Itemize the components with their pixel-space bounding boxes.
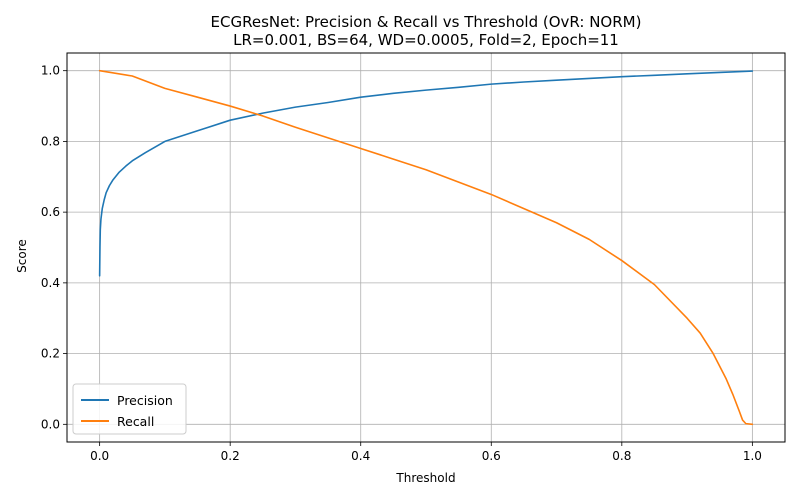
y-tick-label: 0.0 <box>41 417 60 431</box>
plot-area-frame <box>66 52 786 443</box>
x-tick-label: 0.6 <box>482 449 501 463</box>
x-tick-label: 1.0 <box>743 449 762 463</box>
y-tick-label: 0.8 <box>41 134 60 148</box>
chart-title: ECGResNet: Precision & Recall vs Thresho… <box>211 13 642 31</box>
y-axis-label: Score <box>15 239 29 273</box>
y-tick-label: 0.6 <box>41 205 60 219</box>
series-lines <box>98 69 754 426</box>
x-tick-label: 0.0 <box>90 449 109 463</box>
grid-lines <box>67 53 785 442</box>
y-tick-label: 1.0 <box>41 64 60 78</box>
x-tick-label: 0.8 <box>612 449 631 463</box>
x-axis-label: Threshold <box>395 471 455 485</box>
precision-line <box>98 70 754 277</box>
axis-ticks: 0.0 0.2 0.4 0.6 0.8 1.0 0.0 0.2 0.4 0.6 0.8 1.0 <box>41 64 762 463</box>
recall-line <box>98 69 754 426</box>
chart-subtitle: LR=0.001, BS=64, WD=0.0005, Fold=2, Epoc… <box>233 31 619 49</box>
y-tick-label: 0.4 <box>41 276 60 290</box>
legend-recall-label: Recall <box>117 414 154 429</box>
legend: Precision Recall <box>72 383 187 435</box>
y-tick-label: 0.2 <box>41 347 60 361</box>
x-tick-label: 0.2 <box>221 449 240 463</box>
legend-precision-label: Precision <box>117 393 173 408</box>
x-tick-label: 0.4 <box>351 449 370 463</box>
